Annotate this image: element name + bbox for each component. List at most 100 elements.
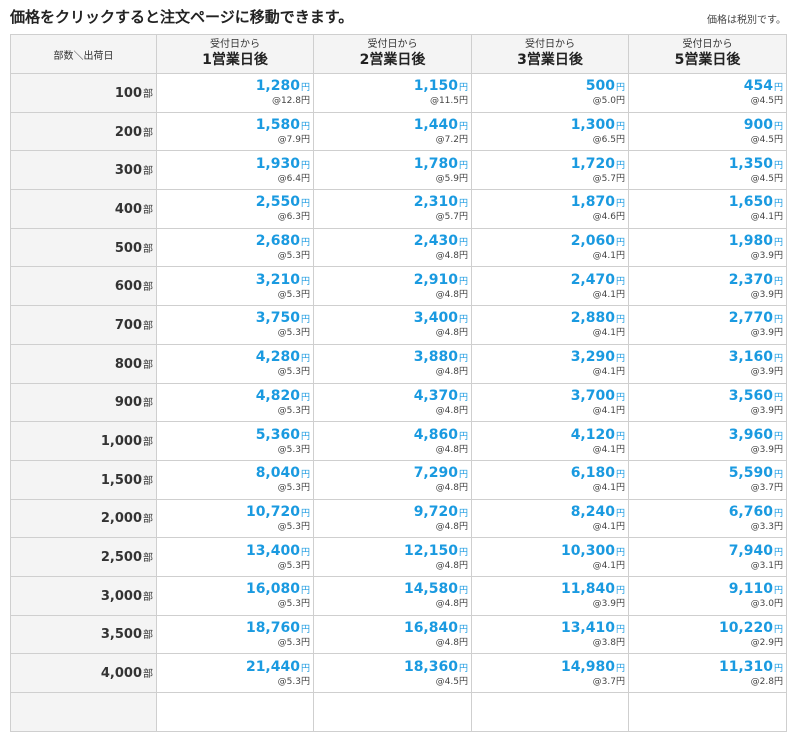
price-cell[interactable]: 7,290円 @4.8円 xyxy=(313,459,472,500)
price-link[interactable]: 16,840円 xyxy=(314,620,468,638)
price-cell[interactable]: 3,400円 @4.8円 xyxy=(313,305,472,345)
price-link[interactable]: 14,580円 xyxy=(314,581,468,599)
price-cell[interactable]: 4,820円 @5.3円 xyxy=(156,382,314,423)
price-cell[interactable]: 5,360円 @5.3円 xyxy=(156,421,314,461)
price-cell[interactable]: 2,910円 @4.8円 xyxy=(313,266,472,307)
price-cell[interactable]: 11,310円 @2.8円 xyxy=(628,653,787,693)
price-link[interactable]: 11,840円 xyxy=(472,581,625,599)
price-link[interactable]: 5,360円 xyxy=(157,427,310,445)
price-link[interactable]: 1,300円 xyxy=(472,117,625,135)
price-link[interactable]: 4,820円 xyxy=(157,388,310,406)
price-cell[interactable]: 14,980円 @3.7円 xyxy=(471,653,629,693)
price-link[interactable]: 14,980円 xyxy=(472,659,625,677)
price-cell[interactable]: 16,840円 @4.8円 xyxy=(313,614,472,655)
price-cell[interactable]: 10,220円 @2.9円 xyxy=(628,614,787,655)
price-cell[interactable]: 8,240円 @4.1円 xyxy=(471,498,629,539)
price-cell[interactable]: 900円 @4.5円 xyxy=(628,111,787,152)
price-link[interactable]: 3,400円 xyxy=(314,310,468,328)
price-link[interactable]: 1,780円 xyxy=(314,156,468,174)
price-link[interactable]: 2,680円 xyxy=(157,233,310,251)
price-cell[interactable]: 2,550円 @6.3円 xyxy=(156,189,314,229)
price-link[interactable]: 3,560円 xyxy=(629,388,783,406)
price-link[interactable]: 2,060円 xyxy=(472,233,625,251)
price-cell[interactable]: 1,150円 @11.5円 xyxy=(313,73,472,113)
price-cell[interactable]: 2,770円 @3.9円 xyxy=(628,305,787,345)
price-link[interactable]: 6,760円 xyxy=(629,504,783,522)
price-link[interactable]: 11,310円 xyxy=(629,659,783,677)
price-link[interactable]: 1,350円 xyxy=(629,156,783,174)
price-link[interactable]: 2,880円 xyxy=(472,310,625,328)
price-link[interactable]: 16,080円 xyxy=(157,581,310,599)
price-cell[interactable]: 2,060円 @4.1円 xyxy=(471,227,629,268)
price-link[interactable]: 10,300円 xyxy=(472,543,625,561)
price-link[interactable]: 4,370円 xyxy=(314,388,468,406)
price-link[interactable]: 2,470円 xyxy=(472,272,625,290)
price-link[interactable]: 3,210円 xyxy=(157,272,310,290)
price-cell[interactable]: 2,430円 @4.8円 xyxy=(313,227,472,268)
price-cell[interactable]: 3,560円 @3.9円 xyxy=(628,382,787,423)
price-link[interactable]: 454円 xyxy=(629,78,783,96)
price-cell[interactable]: 3,290円 @4.1円 xyxy=(471,343,629,384)
price-link[interactable]: 1,720円 xyxy=(472,156,625,174)
price-cell[interactable]: 3,750円 @5.3円 xyxy=(156,305,314,345)
price-cell[interactable]: 1,650円 @4.1円 xyxy=(628,189,787,229)
price-link[interactable]: 9,720円 xyxy=(314,504,468,522)
price-cell[interactable]: 7,940円 @3.1円 xyxy=(628,537,787,577)
price-cell[interactable]: 1,280円 @12.8円 xyxy=(156,73,314,113)
price-cell[interactable]: 21,440円 @5.3円 xyxy=(156,653,314,693)
price-link[interactable]: 7,940円 xyxy=(629,543,783,561)
price-cell[interactable]: 14,580円 @4.8円 xyxy=(313,575,472,616)
price-cell[interactable]: 1,720円 @5.7円 xyxy=(471,150,629,191)
price-cell[interactable]: 4,280円 @5.3円 xyxy=(156,343,314,384)
price-cell[interactable]: 1,780円 @5.9円 xyxy=(313,150,472,191)
price-link[interactable]: 7,290円 xyxy=(314,465,468,483)
price-link[interactable]: 1,650円 xyxy=(629,194,783,212)
price-link[interactable]: 900円 xyxy=(629,117,783,135)
price-cell[interactable]: 1,580円 @7.9円 xyxy=(156,111,314,152)
price-link[interactable]: 1,870円 xyxy=(472,194,625,212)
price-cell[interactable]: 6,760円 @3.3円 xyxy=(628,498,787,539)
price-cell[interactable]: 13,410円 @3.8円 xyxy=(471,614,629,655)
price-cell[interactable]: 1,930円 @6.4円 xyxy=(156,150,314,191)
price-cell[interactable]: 4,370円 @4.8円 xyxy=(313,382,472,423)
price-cell[interactable]: 10,720円 @5.3円 xyxy=(156,498,314,539)
price-link[interactable]: 13,400円 xyxy=(157,543,310,561)
price-link[interactable]: 2,370円 xyxy=(629,272,783,290)
price-cell[interactable]: 2,310円 @5.7円 xyxy=(313,189,472,229)
price-link[interactable]: 12,150円 xyxy=(314,543,468,561)
price-link[interactable]: 21,440円 xyxy=(157,659,310,677)
price-link[interactable]: 10,720円 xyxy=(157,504,310,522)
price-cell[interactable]: 18,360円 @4.5円 xyxy=(313,653,472,693)
price-cell[interactable]: 11,840円 @3.9円 xyxy=(471,575,629,616)
price-link[interactable]: 3,290円 xyxy=(472,349,625,367)
price-link[interactable]: 1,150円 xyxy=(314,78,468,96)
price-link[interactable]: 9,110円 xyxy=(629,581,783,599)
price-link[interactable]: 1,280円 xyxy=(157,78,310,96)
price-link[interactable]: 13,410円 xyxy=(472,620,625,638)
price-cell[interactable]: 18,760円 @5.3円 xyxy=(156,614,314,655)
price-link[interactable]: 4,280円 xyxy=(157,349,310,367)
price-cell[interactable]: 1,350円 @4.5円 xyxy=(628,150,787,191)
price-cell[interactable]: 9,720円 @4.8円 xyxy=(313,498,472,539)
price-link[interactable]: 6,180円 xyxy=(472,465,625,483)
price-cell[interactable]: 2,470円 @4.1円 xyxy=(471,266,629,307)
price-link[interactable]: 18,360円 xyxy=(314,659,468,677)
price-link[interactable]: 3,880円 xyxy=(314,349,468,367)
price-link[interactable]: 10,220円 xyxy=(629,620,783,638)
price-link[interactable]: 8,040円 xyxy=(157,465,310,483)
price-cell[interactable]: 8,040円 @5.3円 xyxy=(156,459,314,500)
price-link[interactable]: 4,860円 xyxy=(314,427,468,445)
price-cell[interactable]: 16,080円 @5.3円 xyxy=(156,575,314,616)
price-link[interactable]: 500円 xyxy=(472,78,625,96)
price-cell[interactable]: 1,980円 @3.9円 xyxy=(628,227,787,268)
price-cell[interactable]: 3,960円 @3.9円 xyxy=(628,421,787,461)
price-cell[interactable]: 2,370円 @3.9円 xyxy=(628,266,787,307)
price-link[interactable]: 2,310円 xyxy=(314,194,468,212)
price-link[interactable]: 3,160円 xyxy=(629,349,783,367)
price-link[interactable]: 8,240円 xyxy=(472,504,625,522)
price-link[interactable]: 5,590円 xyxy=(629,465,783,483)
price-link[interactable]: 1,930円 xyxy=(157,156,310,174)
price-cell[interactable]: 2,680円 @5.3円 xyxy=(156,227,314,268)
price-cell[interactable]: 1,300円 @6.5円 xyxy=(471,111,629,152)
price-link[interactable]: 3,750円 xyxy=(157,310,310,328)
